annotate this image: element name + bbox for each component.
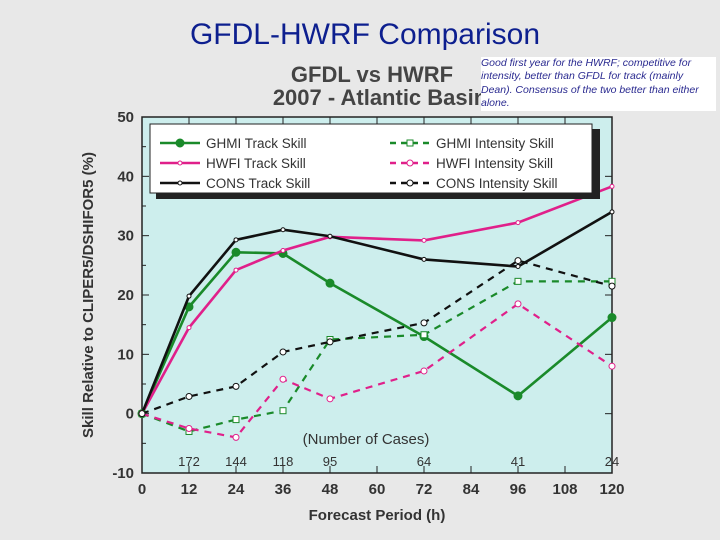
data-point	[421, 256, 427, 262]
case-count-label: 95	[323, 454, 337, 469]
y-tick-label: 0	[126, 406, 134, 423]
data-point	[420, 367, 428, 375]
legend-marker	[406, 139, 414, 147]
case-count-label: 144	[225, 454, 247, 469]
legend: GHMI Track Skill HWFI Track Skill CONS Tra…	[149, 123, 600, 199]
x-tick-label: 60	[369, 481, 386, 498]
data-point	[326, 338, 334, 346]
data-point	[608, 362, 616, 370]
legend-box	[149, 123, 593, 194]
data-point	[420, 331, 428, 339]
x-tick-label: 12	[181, 481, 198, 498]
series-line	[140, 185, 613, 415]
data-point	[186, 293, 192, 299]
data-point	[231, 247, 241, 257]
data-point	[609, 183, 615, 189]
case-count-label: 118	[273, 454, 294, 469]
legend-label: CONS Intensity Skill	[436, 176, 558, 191]
chart-title-line2: 2007 - Atlantic Basin	[273, 85, 487, 110]
data-point	[186, 325, 192, 331]
data-point	[232, 433, 240, 441]
data-point	[420, 319, 428, 327]
x-tick-label: 96	[510, 481, 527, 498]
x-tick-label: 24	[228, 481, 245, 498]
x-tick-label: 108	[552, 481, 577, 498]
series-line	[141, 302, 613, 439]
x-axis-label: Forecast Period (h)	[309, 507, 446, 524]
legend-marker	[175, 138, 185, 148]
data-point	[233, 267, 239, 273]
case-count-label: 172	[178, 454, 200, 469]
data-point	[279, 375, 287, 383]
data-point	[232, 382, 240, 390]
y-tick-label: -10	[112, 465, 134, 482]
y-tick-label: 40	[117, 168, 134, 185]
data-point	[608, 282, 616, 290]
case-count-label: 64	[417, 454, 431, 469]
chart-title-line1: GFDL vs HWRF	[291, 62, 453, 87]
case-count-label: 24	[605, 454, 619, 469]
data-point	[609, 209, 615, 215]
y-axis-label: Skill Relative to CLIPER5/DSHIFOR5 (%)	[80, 152, 97, 438]
legend-label: HWFI Track Skill	[206, 156, 306, 171]
x-tick-label: 120	[599, 481, 624, 498]
data-point	[185, 392, 193, 400]
data-point	[138, 410, 146, 418]
data-point	[514, 277, 522, 285]
case-count-label: 41	[511, 454, 525, 469]
data-point	[514, 257, 522, 265]
legend-label: GHMI Track Skill	[206, 136, 307, 151]
series-line	[141, 259, 613, 415]
data-point	[515, 220, 521, 226]
data-point	[513, 391, 523, 401]
y-tick-label: 20	[117, 287, 134, 304]
legend-label: CONS Track Skill	[206, 176, 310, 191]
cases-label: (Number of Cases)	[303, 431, 430, 448]
data-point	[280, 227, 286, 233]
data-point	[515, 264, 521, 270]
y-tick-label: 50	[117, 109, 134, 126]
data-point	[279, 348, 287, 356]
data-point	[185, 425, 193, 432]
x-tick-label: 48	[322, 481, 339, 498]
legend-label: GHMI Intensity Skill	[436, 136, 554, 151]
series-cons-intensity-skill	[138, 257, 616, 418]
data-point	[327, 233, 333, 239]
y-tick-label: 10	[117, 346, 134, 363]
data-point	[514, 300, 522, 308]
legend-marker	[406, 179, 414, 187]
legend-marker	[177, 160, 183, 166]
data-point	[279, 407, 287, 415]
slide-title: GFDL-HWRF Comparison	[189, 18, 541, 51]
legend-marker	[406, 159, 414, 167]
series-line	[140, 250, 613, 415]
data-point	[326, 395, 334, 403]
data-point	[607, 313, 617, 323]
series-ghmi-track-skill	[137, 247, 617, 419]
data-point	[280, 248, 286, 253]
legend-marker	[177, 180, 183, 186]
x-tick-label: 84	[463, 481, 480, 498]
x-tick-label: 36	[275, 481, 292, 498]
legend-label: HWFI Intensity Skill	[436, 156, 553, 171]
series-line	[140, 210, 613, 415]
x-tick-label: 0	[138, 481, 146, 498]
y-tick-label: 30	[117, 228, 134, 245]
data-point	[421, 237, 427, 243]
data-point	[325, 278, 335, 288]
x-tick-label: 72	[416, 481, 433, 498]
data-point	[232, 416, 240, 424]
data-point	[233, 237, 239, 243]
annotation-note: Good first year for the HWRF; competitiv…	[481, 57, 716, 111]
